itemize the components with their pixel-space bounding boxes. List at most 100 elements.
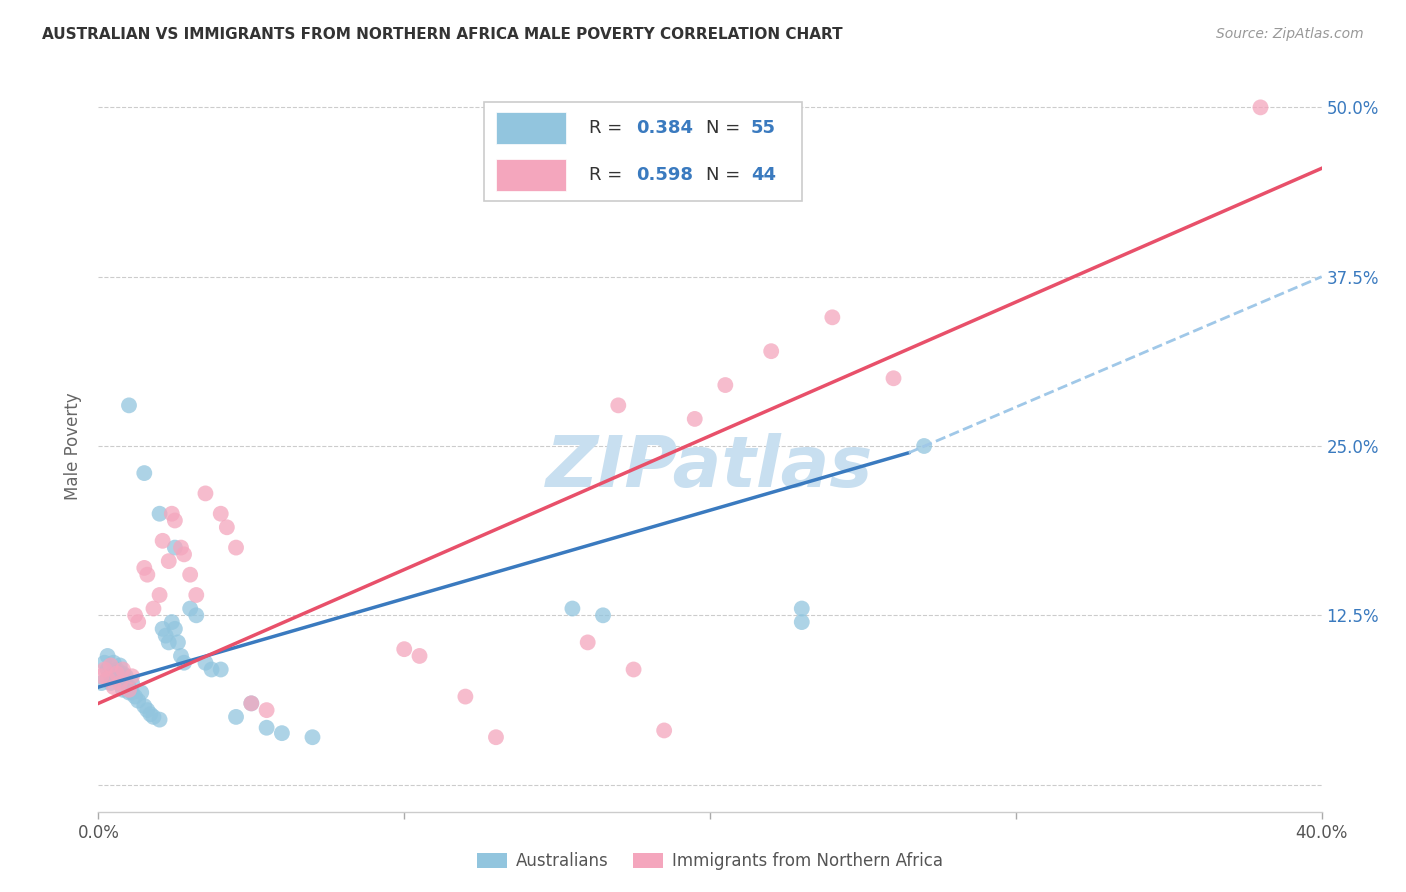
Point [179, 601, 201, 615]
Point [623, 663, 645, 677]
Point [592, 608, 614, 623]
Point [683, 412, 706, 426]
Point [134, 561, 156, 575]
Point [97, 648, 120, 663]
Point [134, 466, 156, 480]
Point [115, 669, 138, 683]
Point [160, 615, 183, 629]
Point [215, 520, 238, 534]
Point [256, 703, 278, 717]
Point [90, 676, 112, 690]
Point [240, 697, 263, 711]
Point [225, 541, 247, 555]
Point [127, 693, 149, 707]
Point [127, 615, 149, 629]
Point [108, 658, 131, 673]
Point [134, 699, 156, 714]
Point [111, 663, 134, 677]
Point [170, 648, 193, 663]
Point [152, 622, 174, 636]
Point [759, 344, 782, 359]
Point [225, 710, 247, 724]
Point [124, 690, 146, 704]
Point [200, 663, 222, 677]
Legend: Australians, Immigrants from Northern Africa: Australians, Immigrants from Northern Af… [471, 846, 949, 877]
Text: ZIPatlas: ZIPatlas [547, 434, 873, 502]
Point [1249, 100, 1271, 114]
Point [163, 541, 186, 555]
Point [714, 378, 737, 392]
Point [149, 588, 172, 602]
Point [121, 669, 143, 683]
Point [270, 726, 292, 740]
Point [194, 656, 217, 670]
Point [136, 567, 159, 582]
Point [883, 371, 905, 385]
Point [149, 507, 172, 521]
Point [392, 642, 416, 657]
Point [129, 685, 152, 699]
Point [160, 507, 183, 521]
Point [256, 721, 278, 735]
Point [136, 703, 159, 717]
Point [607, 398, 630, 412]
Point [149, 713, 172, 727]
Point [163, 514, 186, 528]
Point [194, 486, 217, 500]
Point [111, 666, 134, 681]
Point [170, 541, 193, 555]
Point [105, 672, 128, 686]
Point [121, 676, 143, 690]
Point [167, 635, 190, 649]
Point [121, 685, 143, 699]
Point [108, 669, 131, 683]
Point [142, 601, 165, 615]
Point [240, 697, 263, 711]
Point [173, 656, 195, 670]
Point [157, 554, 180, 568]
Point [93, 663, 115, 677]
Point [186, 588, 208, 602]
Point [209, 663, 232, 677]
Point [652, 723, 675, 738]
Point [561, 601, 583, 615]
Point [97, 672, 120, 686]
Point [118, 682, 141, 697]
Text: AUSTRALIAN VS IMMIGRANTS FROM NORTHERN AFRICA MALE POVERTY CORRELATION CHART: AUSTRALIAN VS IMMIGRANTS FROM NORTHERN A… [42, 27, 842, 42]
Point [790, 615, 813, 629]
Point [105, 666, 128, 681]
Point [100, 669, 122, 683]
Point [485, 730, 508, 744]
Point [118, 680, 141, 694]
Point [118, 398, 141, 412]
Point [124, 608, 146, 623]
Text: Source: ZipAtlas.com: Source: ZipAtlas.com [1216, 27, 1364, 41]
Point [163, 622, 186, 636]
Point [173, 547, 195, 561]
Point [209, 507, 232, 521]
Point [108, 676, 131, 690]
Point [157, 635, 180, 649]
Point [105, 663, 128, 677]
Point [100, 658, 122, 673]
Point [454, 690, 477, 704]
Y-axis label: Male Poverty: Male Poverty [65, 392, 83, 500]
Point [111, 682, 134, 697]
Point [576, 635, 599, 649]
Point [790, 601, 813, 615]
Point [179, 567, 201, 582]
Point [103, 656, 125, 670]
Point [100, 676, 122, 690]
Point [103, 666, 125, 681]
Point [93, 656, 115, 670]
Point [301, 730, 323, 744]
Point [90, 669, 112, 683]
Point [97, 663, 120, 677]
Point [115, 676, 138, 690]
Point [118, 685, 141, 699]
Point [821, 310, 844, 325]
Point [408, 648, 430, 663]
Point [155, 629, 177, 643]
Point [912, 439, 935, 453]
Point [152, 533, 174, 548]
